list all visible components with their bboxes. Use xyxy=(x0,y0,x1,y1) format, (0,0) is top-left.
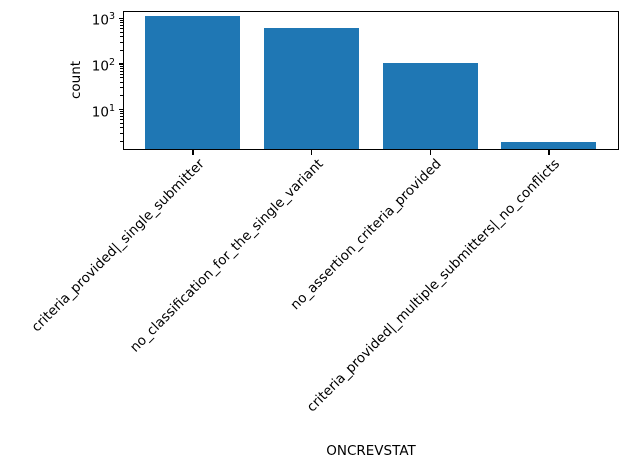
y-minor-tick xyxy=(120,77,123,79)
y-minor-tick xyxy=(120,132,123,134)
x-tick-label: criteria_provided|_multiple_submitters|_… xyxy=(303,156,564,416)
y-minor-tick xyxy=(120,73,123,75)
y-minor-tick xyxy=(120,87,123,89)
y-minor-tick xyxy=(120,70,123,72)
y-minor-tick xyxy=(120,22,123,24)
y-tick-label: 101 xyxy=(91,102,115,121)
y-major-tick xyxy=(118,63,123,65)
bar xyxy=(382,63,478,149)
y-minor-tick xyxy=(120,28,123,30)
y-minor-tick xyxy=(120,116,123,118)
y-minor-tick xyxy=(120,95,123,97)
y-minor-tick xyxy=(120,41,123,43)
x-major-tick xyxy=(311,150,313,155)
y-minor-tick xyxy=(120,113,123,115)
y-tick-label: 103 xyxy=(91,11,115,29)
x-tick-label: no_classification_for_the_single_variant xyxy=(126,156,327,356)
y-minor-tick xyxy=(120,81,123,83)
y-axis-label: count xyxy=(68,60,84,100)
y-minor-tick xyxy=(120,119,123,121)
bar xyxy=(501,141,597,149)
y-major-tick xyxy=(118,17,123,20)
y-minor-tick xyxy=(120,49,123,51)
y-major-tick xyxy=(118,108,123,111)
x-axis-label: ONCREVSTAT xyxy=(326,443,416,459)
y-minor-tick xyxy=(120,122,123,124)
y-minor-tick xyxy=(120,67,123,69)
y-tick-label: 102 xyxy=(91,56,115,75)
y-minor-tick xyxy=(120,36,123,38)
y-minor-tick xyxy=(120,25,123,27)
bar xyxy=(264,27,359,149)
bar xyxy=(145,15,241,149)
x-major-tick xyxy=(429,150,431,155)
y-minor-tick xyxy=(120,20,123,22)
x-major-tick xyxy=(192,150,194,155)
x-major-tick xyxy=(548,150,550,155)
y-minor-tick xyxy=(120,140,123,142)
y-minor-tick xyxy=(120,65,123,67)
y-minor-tick xyxy=(120,127,123,129)
y-minor-tick xyxy=(120,31,123,33)
y-minor-tick xyxy=(120,111,123,113)
plot-area xyxy=(123,11,619,150)
